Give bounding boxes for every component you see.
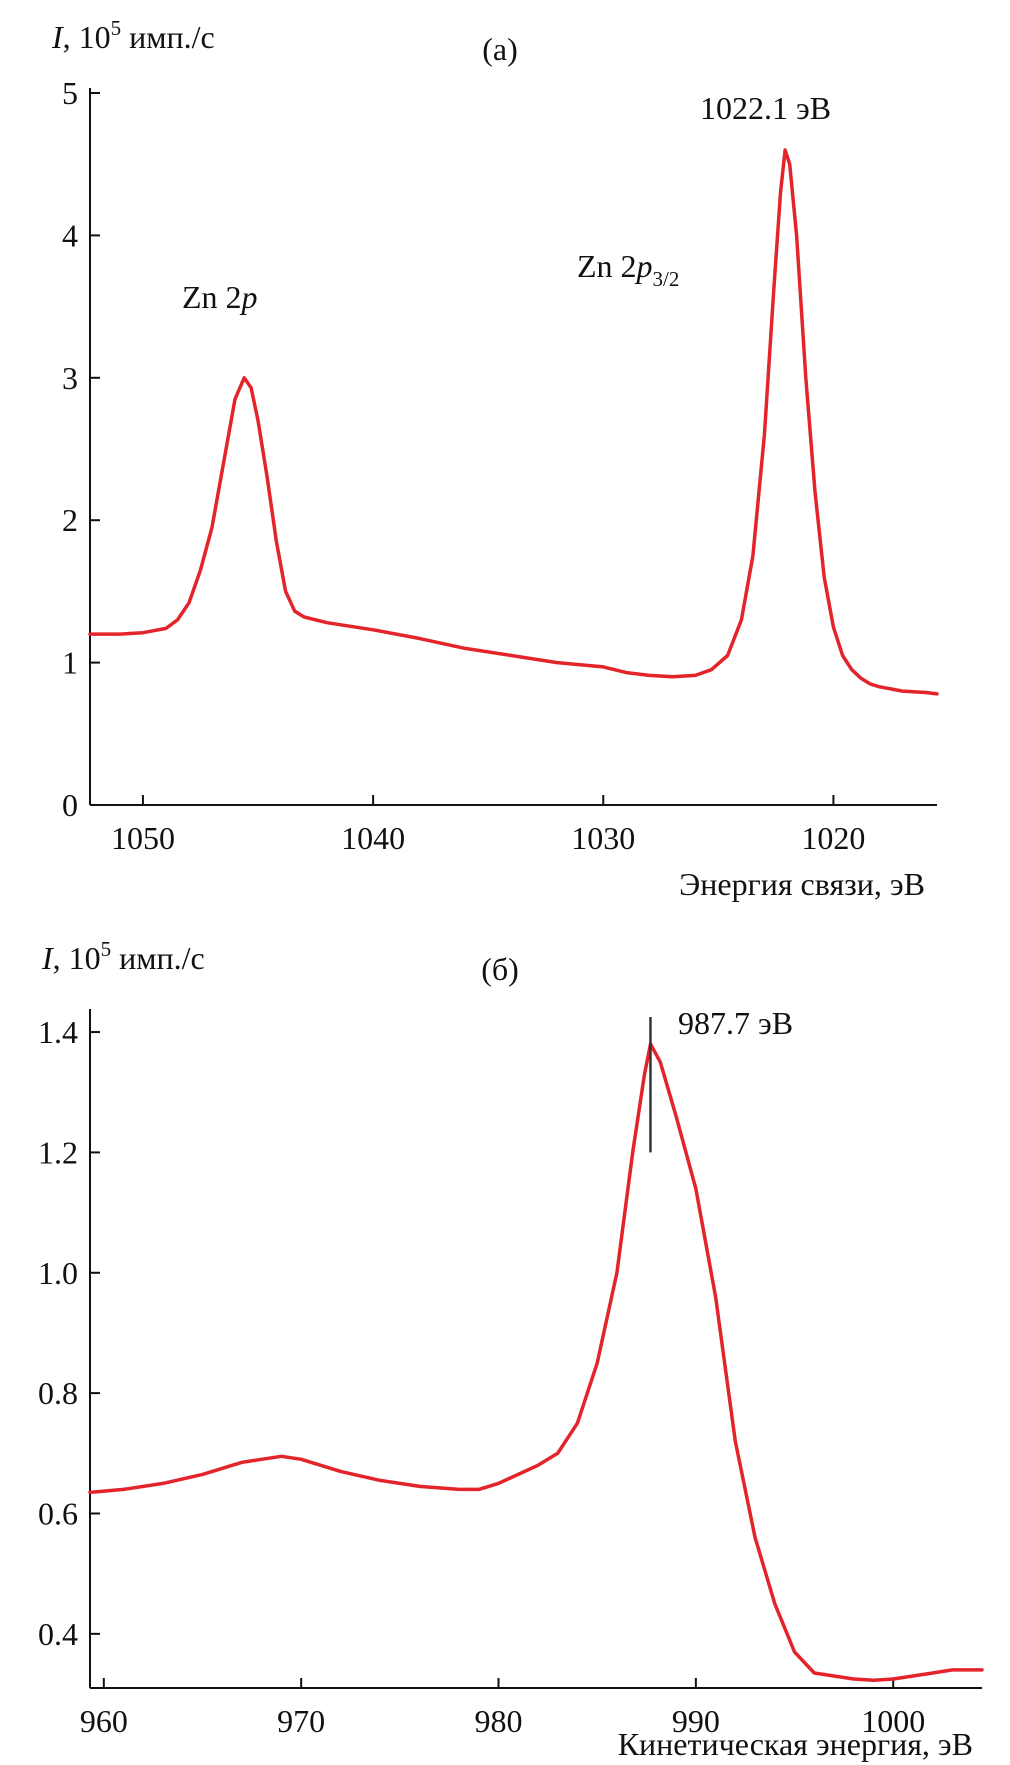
spectrum-line	[88, 148, 939, 696]
chart-b: I, 105 имп./с (б) 987.7 эВ 0.4 0.6 0.8 1.0 1…	[38, 937, 984, 1762]
peak1-orbital: p	[240, 279, 258, 315]
chart-a-y-ticks: 0 1 2 3 4 5	[62, 75, 100, 823]
chart-b-x-axis-label: Кинетическая энергия, эВ	[618, 1726, 973, 1762]
chart-b-y-axis-label: I, 105 имп./с	[41, 937, 205, 976]
chart-b-panel-label: (б)	[481, 951, 519, 987]
peak2-orbital: p	[635, 248, 653, 284]
x-tick-label: 980	[475, 1703, 523, 1739]
chart-a-x-axis-label: Энергия связи, эВ	[679, 866, 925, 902]
y-tick-label: 1	[62, 645, 78, 681]
y-tick-label: 1.4	[38, 1014, 78, 1050]
x-tick-label: 1030	[571, 820, 635, 856]
y-label-exponent: 5	[111, 16, 122, 40]
y-label-power: , 10	[53, 940, 101, 976]
chart-b-peak-energy: 987.7 эВ	[678, 1005, 793, 1041]
x-tick-label: 990	[672, 1703, 720, 1739]
chart-a-peak2-energy: 1022.1 эВ	[700, 90, 831, 126]
chart-a-peak1-label: Zn 2p	[182, 279, 258, 315]
y-tick-label: 0	[62, 787, 78, 823]
x-tick-label: 1040	[341, 820, 405, 856]
y-tick-label: 1.0	[38, 1255, 78, 1291]
x-tick-label: 960	[80, 1703, 128, 1739]
chart-b-x-ticks: 960 970 980 990 1000	[80, 1678, 925, 1739]
y-label-exponent: 5	[101, 937, 112, 961]
x-tick-label: 970	[277, 1703, 325, 1739]
y-label-symbol: I	[51, 19, 64, 55]
y-tick-label: 0.6	[38, 1495, 78, 1531]
chart-b-series	[88, 1042, 984, 1682]
chart-b-axes	[89, 1009, 982, 1689]
chart-a-panel-label: (а)	[482, 31, 518, 67]
y-tick-label: 0.8	[38, 1375, 78, 1411]
y-tick-label: 5	[62, 75, 78, 111]
y-tick-label: 0.4	[38, 1616, 78, 1652]
peak2-text: Zn 2	[577, 248, 637, 284]
chart-a-y-axis-label: I, 105 имп./с	[51, 16, 215, 55]
x-tick-label: 1050	[111, 820, 175, 856]
chart-a-x-ticks: 1050 1040 1030 1020	[111, 795, 865, 856]
x-tick-label: 1020	[801, 820, 865, 856]
chart-a-peak2-label: Zn 2p3/2	[577, 248, 679, 291]
peak1-text: Zn 2	[182, 279, 242, 315]
y-label-unit: имп./с	[111, 940, 205, 976]
y-label-power: , 10	[63, 19, 111, 55]
chart-a-axes	[89, 88, 937, 806]
y-label-symbol: I	[41, 940, 54, 976]
y-tick-label: 1.2	[38, 1134, 78, 1170]
x-tick-label: 1000	[861, 1703, 925, 1739]
peak2-subscript: 3/2	[653, 267, 680, 291]
y-tick-label: 3	[62, 360, 78, 396]
chart-a: I, 105 имп./с (а) Zn 2p Zn 2p3/2 1022.1 …	[51, 16, 939, 902]
spectrum-line	[88, 1042, 984, 1682]
chart-a-series	[88, 148, 939, 696]
chart-b-y-ticks: 0.4 0.6 0.8 1.0 1.2 1.4	[38, 1014, 100, 1652]
y-tick-label: 4	[62, 217, 78, 253]
y-label-unit: имп./с	[121, 19, 215, 55]
y-tick-label: 2	[62, 502, 78, 538]
